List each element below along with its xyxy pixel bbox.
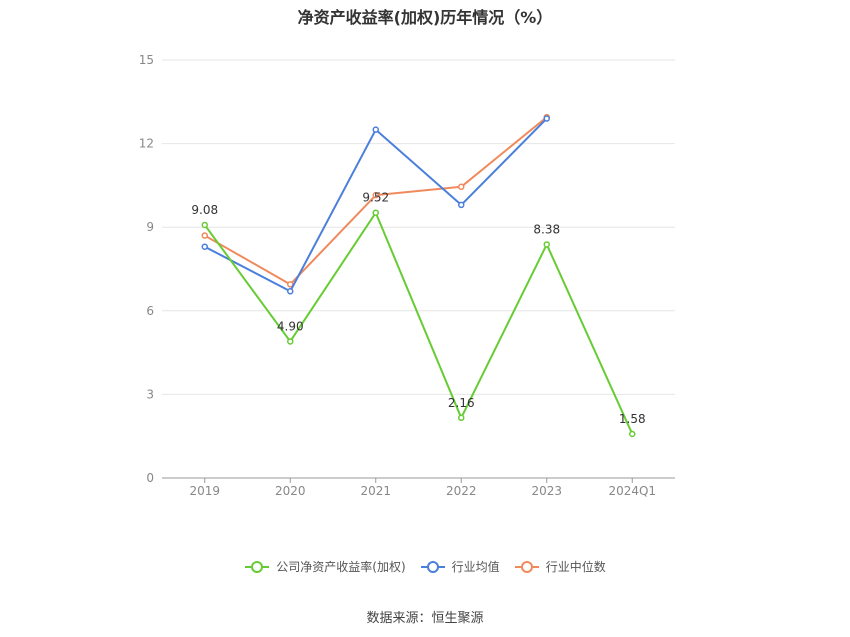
legend-label: 行业中位数 <box>545 560 606 574</box>
chart-title: 净资产收益率(加权)历年情况（%） <box>297 8 553 27</box>
legend-label: 公司净资产收益率(加权) <box>276 560 406 574</box>
x-tick-label: 2020 <box>275 484 306 498</box>
y-tick-label: 3 <box>146 387 154 401</box>
data-point <box>372 191 379 199</box>
legend-label: 行业均值 <box>451 560 500 574</box>
data-point <box>458 201 465 209</box>
legend-item[interactable]: 行业中位数 <box>514 558 606 575</box>
data-point <box>201 243 208 250</box>
data-label: 2.16 <box>448 396 475 410</box>
y-tick-label: 6 <box>146 304 154 318</box>
grid-lines <box>162 59 675 395</box>
series-lines <box>201 113 636 438</box>
x-tick-label: 2023 <box>531 484 562 498</box>
data-label: 9.08 <box>191 203 218 217</box>
data-label: 8.38 <box>533 222 560 236</box>
y-tick-label: 0 <box>146 471 154 485</box>
data-source: 数据来源：恒生聚源 <box>366 611 484 626</box>
data-point <box>372 126 379 133</box>
x-tick-label: 2024Q1 <box>608 484 656 498</box>
y-tick-label: 15 <box>139 53 154 67</box>
data-point <box>287 281 294 288</box>
y-tick-label: 12 <box>139 137 154 151</box>
data-point <box>543 241 550 248</box>
x-tick-label: 2022 <box>446 484 477 498</box>
series-line <box>203 211 634 435</box>
data-point <box>543 115 550 122</box>
legend-marker-icon <box>420 560 445 573</box>
data-labels: 9.08 4.90 9.52 2.16 8.38 1.58 <box>191 191 645 426</box>
data-point <box>201 221 208 229</box>
y-tick-label: 9 <box>146 220 154 234</box>
axes: 0 3 6 9 12 15 2019 2020 2021 2022 2023 2024Q1 <box>139 53 675 498</box>
data-label: 4.90 <box>277 319 304 333</box>
data-point <box>458 183 465 191</box>
legend-marker-icon <box>245 560 270 573</box>
legend: 公司净资产收益率(加权) 行业均值 行业中位数 <box>0 558 850 575</box>
data-point <box>458 414 465 422</box>
data-point <box>287 338 294 345</box>
data-point <box>287 288 294 295</box>
legend-marker-icon <box>514 560 539 573</box>
data-point <box>201 232 208 239</box>
data-point <box>372 209 379 216</box>
data-label: 9.52 <box>362 191 389 205</box>
data-point <box>629 430 636 438</box>
legend-item[interactable]: 公司净资产收益率(加权) <box>244 558 406 575</box>
x-tick-label: 2019 <box>189 484 220 498</box>
x-tick-label: 2021 <box>360 484 391 498</box>
data-label: 1.58 <box>619 412 646 426</box>
legend-item[interactable]: 行业均值 <box>420 558 500 575</box>
